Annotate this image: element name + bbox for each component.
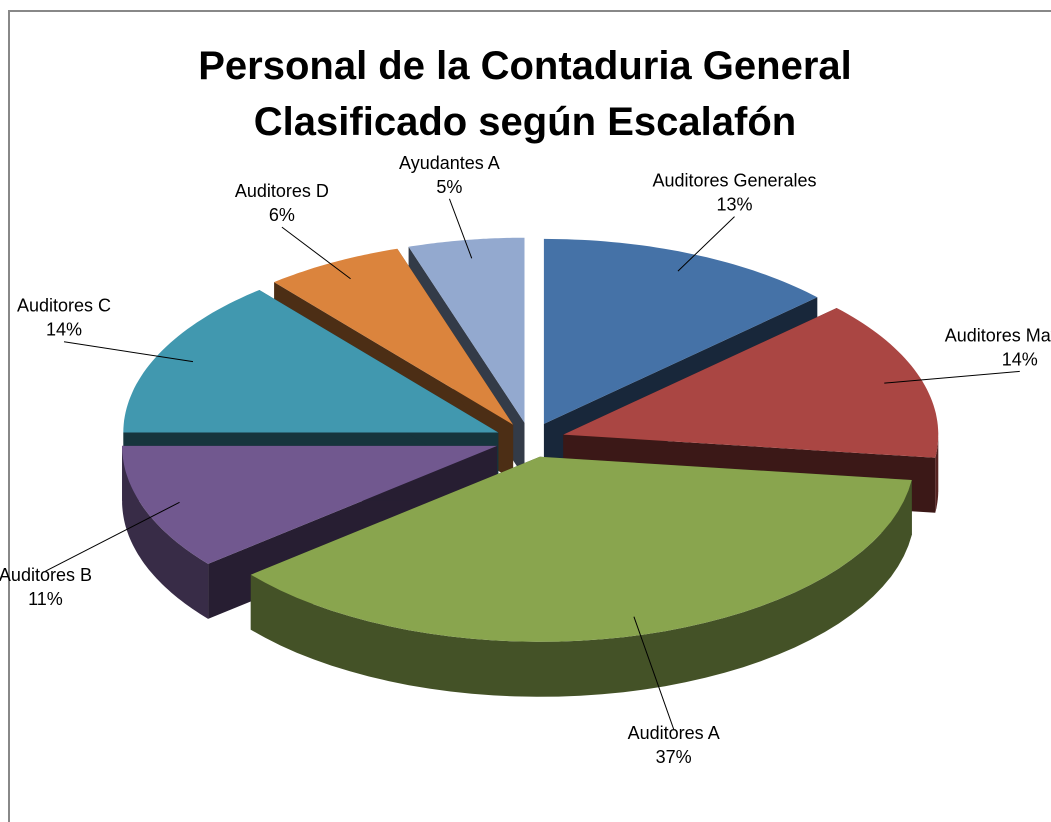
slice	[250, 456, 912, 642]
slice	[543, 238, 818, 424]
slice-rim	[122, 445, 209, 619]
data-label-value: 37%	[656, 747, 692, 767]
data-label-category: Ayudantes A	[399, 153, 500, 173]
slice	[122, 445, 498, 564]
slice	[408, 237, 525, 423]
chart-area	[8, 10, 1051, 822]
data-label-category: Auditores D	[235, 181, 329, 201]
data-label-category: Auditores Mayores	[945, 325, 1051, 345]
data-label-category: Auditores B	[0, 565, 92, 585]
slice-rim	[250, 480, 912, 697]
data-label-value: 13%	[717, 195, 753, 215]
leader-line	[633, 616, 675, 730]
data-label-value: 5%	[436, 177, 462, 197]
data-label-category: Auditores Generales	[652, 171, 816, 191]
leader-line	[45, 501, 180, 572]
data-label-category: Auditores A	[628, 723, 720, 743]
data-label-value: 14%	[46, 320, 82, 340]
slice-rim	[935, 434, 939, 513]
data-label-value: 11%	[28, 589, 63, 609]
leader-line	[281, 226, 351, 280]
chart-title: Personal de la Contaduria General Clasif…	[198, 44, 852, 144]
slice	[563, 308, 939, 458]
data-label-value: 14%	[1002, 349, 1038, 369]
leader-line	[884, 370, 1020, 384]
data-label-category: Auditores C	[17, 296, 111, 316]
leader-line	[677, 216, 735, 272]
data-label-value: 6%	[269, 205, 295, 225]
leader-line	[448, 198, 473, 259]
slice	[123, 290, 499, 433]
leader-line	[63, 341, 194, 363]
slice	[274, 248, 514, 425]
